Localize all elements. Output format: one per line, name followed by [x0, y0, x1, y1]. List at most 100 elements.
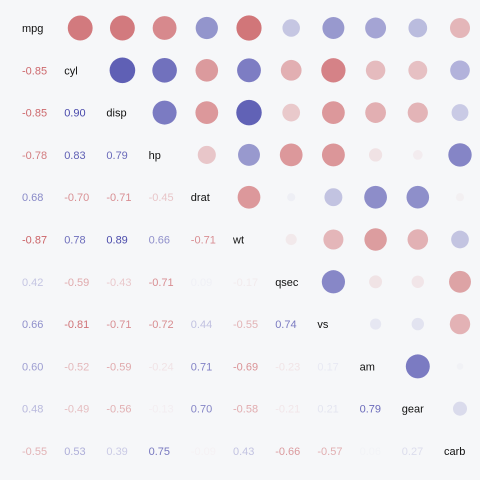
corr-value-am-drat: 0.71 — [191, 361, 212, 373]
corr-value-gear-mpg: 0.48 — [22, 404, 43, 416]
corr-circle-mpg-qsec — [282, 19, 300, 37]
corr-value-qsec-cyl: -0.59 — [64, 277, 89, 289]
corr-value-am-mpg: 0.60 — [22, 361, 43, 373]
corr-value-qsec-hp: -0.71 — [149, 277, 174, 289]
variable-label-am: am — [360, 361, 375, 373]
corr-value-hp-mpg: -0.78 — [22, 150, 47, 162]
corr-circle-mpg-wt — [236, 15, 262, 41]
corr-value-am-vs: 0.17 — [317, 361, 338, 373]
corr-value-vs-mpg: 0.66 — [22, 319, 43, 331]
variable-label-mpg: mpg — [22, 23, 43, 35]
corr-value-wt-disp: 0.89 — [106, 235, 127, 247]
corr-value-wt-hp: 0.66 — [149, 235, 170, 247]
variable-label-carb: carb — [444, 446, 465, 458]
corr-circle-hp-am — [368, 148, 383, 162]
corr-value-carb-drat: -0.09 — [191, 446, 216, 458]
corr-circle-hp-carb — [448, 143, 472, 167]
corr-value-am-disp: -0.59 — [106, 361, 131, 373]
corr-value-carb-disp: 0.39 — [106, 446, 127, 458]
corr-circle-cyl-gear — [408, 60, 428, 80]
corr-circle-drat-vs — [324, 188, 343, 207]
corr-circle-drat-wt — [237, 185, 261, 209]
corr-value-drat-cyl: -0.70 — [64, 192, 89, 204]
corr-value-gear-drat: 0.70 — [191, 404, 212, 416]
corr-value-gear-wt: -0.58 — [233, 404, 258, 416]
corr-value-am-qsec: -0.23 — [275, 361, 300, 373]
corr-value-vs-drat: 0.44 — [191, 319, 212, 331]
corr-value-disp-mpg: -0.85 — [22, 108, 47, 120]
corr-circle-qsec-carb — [449, 270, 471, 293]
corr-value-vs-cyl: -0.81 — [64, 319, 89, 331]
corr-circle-disp-drat — [195, 101, 219, 124]
corr-circle-mpg-hp — [152, 16, 177, 40]
corr-value-carb-mpg: -0.55 — [22, 446, 47, 458]
corr-value-carb-wt: 0.43 — [233, 446, 254, 458]
variable-label-disp: disp — [106, 108, 126, 120]
corr-value-am-wt: -0.69 — [233, 361, 258, 373]
variable-label-hp: hp — [149, 150, 161, 162]
variable-label-wt: wt — [232, 235, 244, 247]
corr-value-qsec-wt: -0.17 — [233, 277, 258, 289]
corr-value-carb-hp: 0.75 — [149, 446, 170, 458]
corr-value-qsec-disp: -0.43 — [106, 277, 131, 289]
corr-circle-disp-qsec — [282, 103, 301, 122]
corr-circle-mpg-disp — [109, 15, 135, 41]
corr-circle-cyl-hp — [152, 58, 177, 83]
corr-value-wt-cyl: 0.78 — [64, 235, 85, 247]
corr-circle-cyl-drat — [195, 59, 219, 82]
corr-value-gear-qsec: -0.21 — [275, 404, 300, 416]
corr-value-carb-gear: 0.27 — [402, 446, 423, 458]
corr-value-am-cyl: -0.52 — [64, 361, 89, 373]
corr-value-qsec-drat: 0.09 — [191, 277, 212, 289]
corr-circle-hp-wt — [238, 143, 260, 166]
corr-value-gear-am: 0.79 — [360, 404, 381, 416]
corr-circle-cyl-wt — [237, 58, 261, 83]
corr-value-gear-hp: -0.13 — [149, 404, 174, 416]
corr-circle-hp-qsec — [279, 143, 303, 167]
corr-value-carb-cyl: 0.53 — [64, 446, 85, 458]
corr-circle-wt-am — [364, 228, 387, 251]
corr-value-qsec-mpg: 0.42 — [22, 277, 43, 289]
variable-label-vs: vs — [317, 319, 329, 331]
corr-circle-mpg-am — [365, 17, 387, 39]
corr-circle-cyl-qsec — [280, 59, 302, 81]
corr-value-wt-mpg: -0.87 — [22, 235, 47, 247]
corr-value-vs-wt: -0.55 — [233, 319, 258, 331]
corr-circle-cyl-carb — [450, 60, 470, 81]
corr-circle-disp-hp — [152, 100, 177, 125]
corr-value-vs-disp: -0.71 — [106, 319, 131, 331]
corr-value-gear-cyl: -0.49 — [64, 404, 89, 416]
corr-circle-hp-vs — [321, 143, 345, 167]
corr-circle-disp-vs — [322, 101, 345, 124]
corr-circle-vs-am — [370, 318, 382, 330]
corr-circle-wt-vs — [323, 229, 344, 250]
corr-value-wt-drat: -0.71 — [191, 235, 216, 247]
corr-value-hp-cyl: 0.83 — [64, 150, 85, 162]
corr-value-carb-qsec: -0.66 — [275, 446, 300, 458]
corr-circle-mpg-cyl — [67, 15, 93, 41]
corr-circle-mpg-gear — [408, 18, 428, 38]
corr-circle-drat-qsec — [287, 193, 296, 202]
corr-value-gear-disp: -0.56 — [106, 404, 131, 416]
corr-circle-drat-carb — [455, 193, 465, 202]
corr-value-vs-qsec: 0.74 — [275, 319, 296, 331]
corr-circle-drat-am — [364, 185, 387, 209]
variable-label-gear: gear — [402, 404, 424, 416]
corr-circle-am-gear — [405, 354, 430, 379]
corr-value-disp-cyl: 0.90 — [64, 108, 85, 120]
corr-value-carb-vs: -0.57 — [317, 446, 342, 458]
corr-circle-drat-gear — [406, 185, 430, 209]
corr-circle-mpg-vs — [322, 17, 345, 39]
corr-circle-disp-wt — [236, 99, 262, 126]
corr-circle-hp-gear — [412, 150, 423, 160]
corr-circle-disp-gear — [407, 102, 428, 123]
corr-value-vs-hp: -0.72 — [149, 319, 174, 331]
corr-circle-disp-carb — [451, 104, 469, 122]
corr-circle-wt-carb — [451, 230, 469, 249]
corr-circle-qsec-am — [369, 275, 383, 289]
corr-circle-mpg-drat — [195, 16, 218, 40]
corr-circle-cyl-vs — [321, 58, 346, 83]
variable-label-cyl: cyl — [64, 65, 77, 77]
corr-value-drat-mpg: 0.68 — [22, 192, 43, 204]
